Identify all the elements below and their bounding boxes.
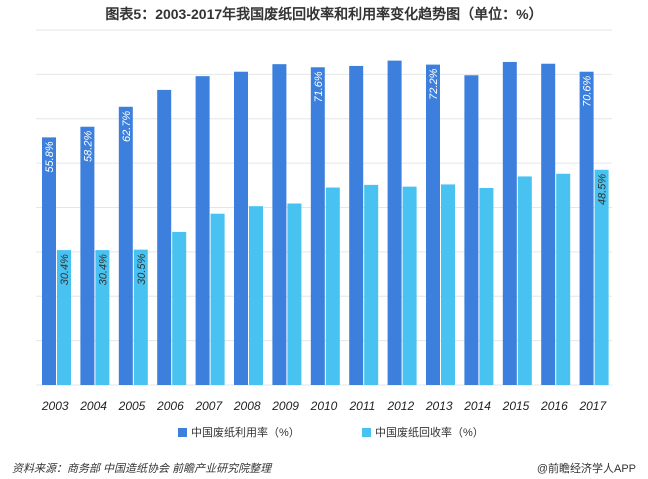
bar-recovery-2007 bbox=[210, 213, 225, 385]
bar-recovery-2008 bbox=[249, 206, 263, 385]
data-label: 70.6% bbox=[582, 76, 594, 107]
bar-utilization-2007 bbox=[195, 76, 210, 386]
legend-swatch-utilization bbox=[178, 427, 187, 437]
legend-item-recovery: 中国废纸回收率（%） bbox=[362, 424, 484, 440]
bar-recovery-2014 bbox=[479, 187, 494, 385]
x-tick-label: 2008 bbox=[233, 399, 261, 413]
x-tick-label: 2005 bbox=[118, 399, 146, 413]
bar-recovery-2010 bbox=[325, 187, 340, 385]
data-label: 30.4% bbox=[59, 254, 71, 285]
data-label: 62.7% bbox=[121, 111, 133, 142]
bar-recovery-2005 bbox=[133, 249, 148, 385]
source-note: 资料来源：商务部 中国造纸协会 前瞻产业研究院整理 bbox=[12, 463, 272, 475]
bar-recovery-2004 bbox=[95, 250, 110, 385]
bar-recovery-2012 bbox=[402, 186, 417, 385]
bar-recovery-2015 bbox=[517, 176, 532, 385]
bar-utilization-2008 bbox=[234, 71, 248, 386]
data-label: 30.4% bbox=[97, 254, 109, 285]
legend-label-utilization: 中国废纸利用率（%） bbox=[191, 427, 300, 439]
chart-title: 图表5：2003-2017年我国废纸回收率和利用率变化趋势图（单位：%） bbox=[105, 6, 543, 22]
x-tick-label: 2009 bbox=[271, 399, 299, 413]
data-label: 55.8% bbox=[44, 141, 56, 172]
bar-utilization-2014 bbox=[464, 75, 479, 385]
bar-recovery-2009 bbox=[287, 203, 302, 385]
bar-recovery-2011 bbox=[364, 184, 379, 385]
x-tick-label: 2004 bbox=[79, 399, 107, 413]
x-tick-label: 2015 bbox=[502, 399, 530, 413]
bar-utilization-2006 bbox=[157, 89, 172, 385]
x-tick-label: 2010 bbox=[310, 399, 338, 413]
bar-utilization-2012 bbox=[387, 60, 402, 386]
legend-swatch-recovery bbox=[362, 427, 371, 437]
x-tick-label: 2011 bbox=[348, 399, 375, 413]
x-tick-label: 2014 bbox=[463, 399, 491, 413]
data-label: 30.5% bbox=[136, 253, 148, 284]
x-tick-label: 2013 bbox=[425, 399, 453, 413]
legend-item-utilization: 中国废纸利用率（%） bbox=[178, 424, 300, 440]
bar-utilization-2013 bbox=[426, 64, 440, 386]
bar-recovery-2003 bbox=[57, 250, 71, 385]
x-tick-label: 2003 bbox=[41, 399, 69, 413]
bar-utilization-2010 bbox=[310, 67, 325, 386]
bar-utilization-2009 bbox=[272, 64, 287, 385]
x-tick-label: 2017 bbox=[578, 399, 607, 413]
bar-utilization-2017 bbox=[579, 71, 594, 386]
bar-recovery-2013 bbox=[441, 184, 455, 385]
bar-utilization-2015 bbox=[502, 61, 517, 385]
bar-utilization-2005 bbox=[118, 106, 133, 386]
bar-recovery-2017 bbox=[594, 169, 609, 385]
x-tick-label: 2006 bbox=[156, 399, 184, 413]
bar-recovery-2016 bbox=[556, 173, 571, 385]
data-label: 48.5% bbox=[597, 174, 609, 205]
bar-utilization-2011 bbox=[349, 65, 364, 385]
legend-label-recovery: 中国废纸回收率（%） bbox=[375, 427, 484, 439]
x-tick-label: 2012 bbox=[386, 399, 414, 413]
data-label: 71.6% bbox=[313, 71, 325, 102]
data-label: 58.2% bbox=[82, 131, 94, 162]
x-tick-label: 2016 bbox=[540, 399, 568, 413]
brand-note: @前瞻经济学人APP bbox=[536, 463, 636, 475]
bar-utilization-2004 bbox=[80, 126, 95, 386]
bar-utilization-2003 bbox=[42, 137, 56, 385]
x-tick-label: 2007 bbox=[194, 399, 223, 413]
data-label: 72.2% bbox=[428, 68, 440, 99]
bar-recovery-2006 bbox=[172, 231, 187, 385]
bar-utilization-2016 bbox=[541, 63, 556, 385]
